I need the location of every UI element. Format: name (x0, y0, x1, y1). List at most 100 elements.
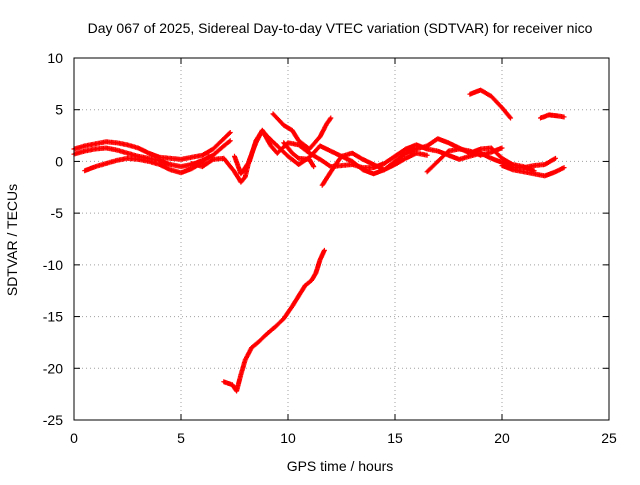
series-track-m (221, 247, 327, 394)
x-tick-label: 25 (601, 430, 617, 446)
data-point-segment (349, 150, 365, 162)
data-point-segment (317, 122, 329, 140)
data-point (311, 164, 317, 170)
series-track-i (424, 145, 505, 175)
data-point (424, 152, 430, 158)
x-axis-label: GPS time / hours (287, 458, 394, 474)
data-point-segment (247, 139, 258, 164)
data-point (508, 115, 514, 121)
data-point-segment (238, 160, 252, 177)
data-point-segment (446, 152, 461, 162)
data-point-segment (178, 155, 193, 162)
data-point-segment (381, 154, 397, 166)
data-point-segment (324, 116, 333, 127)
series-track-g (281, 140, 317, 170)
data-point-segment (542, 156, 557, 167)
x-tick-label: 5 (177, 430, 185, 446)
data-point-segment (221, 139, 232, 149)
data-point-segment (289, 294, 301, 309)
series-track-h (319, 150, 430, 188)
data-point-segment (281, 140, 294, 155)
data-point (561, 114, 567, 120)
data-point (206, 153, 212, 159)
data-point (499, 145, 505, 151)
grid (74, 58, 609, 420)
data-point-segment (313, 258, 323, 276)
data-point-segment (328, 154, 344, 175)
data-point-segment (392, 151, 408, 164)
data-point-segment (317, 156, 333, 169)
chart-title: Day 067 of 2025, Sidereal Day-to-day VTE… (88, 20, 593, 36)
data-point-segment (435, 149, 450, 164)
data-point-segment (221, 155, 237, 174)
data-point-segment (92, 139, 108, 147)
data-point-segment (270, 111, 286, 127)
data-point-segment (296, 138, 311, 151)
data-point-segment (103, 158, 118, 166)
data-point-segment (289, 150, 301, 160)
y-tick-label: 10 (47, 50, 63, 66)
data-point-segment (199, 157, 215, 170)
data-point (227, 138, 233, 144)
data-point-segment (199, 154, 211, 165)
data-point-segment (488, 93, 504, 110)
data-point-segment (114, 147, 129, 156)
data-point-segment (234, 373, 244, 394)
data-point-segment (249, 340, 260, 351)
data-point-segment (238, 358, 248, 377)
data-point-segment (199, 147, 215, 158)
data-marks (71, 87, 567, 394)
data-point-segment (456, 146, 472, 154)
x-tick-label: 15 (387, 430, 403, 446)
x-tick-label: 10 (280, 430, 296, 446)
series-track-e (232, 127, 558, 177)
series-track-l (499, 163, 567, 179)
data-point-segment (531, 171, 546, 179)
y-tick-label: -20 (43, 360, 63, 376)
data-point-segment (259, 127, 273, 148)
series-track-a (71, 129, 233, 162)
data-point-segment (114, 140, 129, 148)
data-point-segment (499, 155, 514, 167)
plot-frame (73, 57, 610, 421)
data-point-segment (242, 346, 254, 363)
data-point-segment (392, 156, 407, 167)
y-tick-label: 5 (55, 102, 63, 118)
data-point-segment (302, 278, 313, 288)
y-axis-label: SDTVAR / TECUs (4, 184, 20, 296)
y-tick-label: -5 (51, 205, 64, 221)
x-tick-label: 0 (70, 430, 78, 446)
data-point (561, 165, 567, 171)
data-point-segment (221, 130, 232, 142)
data-point-segment (289, 127, 301, 143)
data-point-segment (255, 332, 269, 345)
y-tick-label: -10 (43, 257, 63, 273)
data-point-segment (296, 284, 307, 299)
data-point-segment (281, 304, 294, 322)
data-point-segment (306, 135, 322, 152)
y-tick-label: -25 (43, 412, 63, 428)
y-tick-label: -15 (43, 309, 63, 325)
data-point-segment (531, 162, 546, 169)
data-point-segment (264, 325, 277, 337)
y-tick-label: 0 (55, 153, 63, 169)
data-point-segment (210, 144, 226, 158)
data-point (227, 129, 233, 135)
data-point-segment (306, 150, 322, 162)
axis-ticks: 0 5 10 15 20 25 -25 -20 -15 -10 -5 0 5 10 (43, 50, 617, 446)
data-point (328, 115, 334, 121)
data-point-segment (499, 105, 513, 120)
data-point-segment (317, 249, 327, 263)
data-point (553, 155, 558, 161)
data-point-segment (424, 159, 440, 175)
data-point-segment (392, 147, 408, 159)
series-track-k (538, 112, 567, 121)
x-tick-label: 20 (494, 430, 510, 446)
data-point-segment (103, 145, 118, 153)
data-point-segment (319, 170, 333, 188)
data-point-segment (272, 317, 286, 330)
data-point-segment (238, 175, 247, 185)
data-point-segment (478, 87, 493, 99)
